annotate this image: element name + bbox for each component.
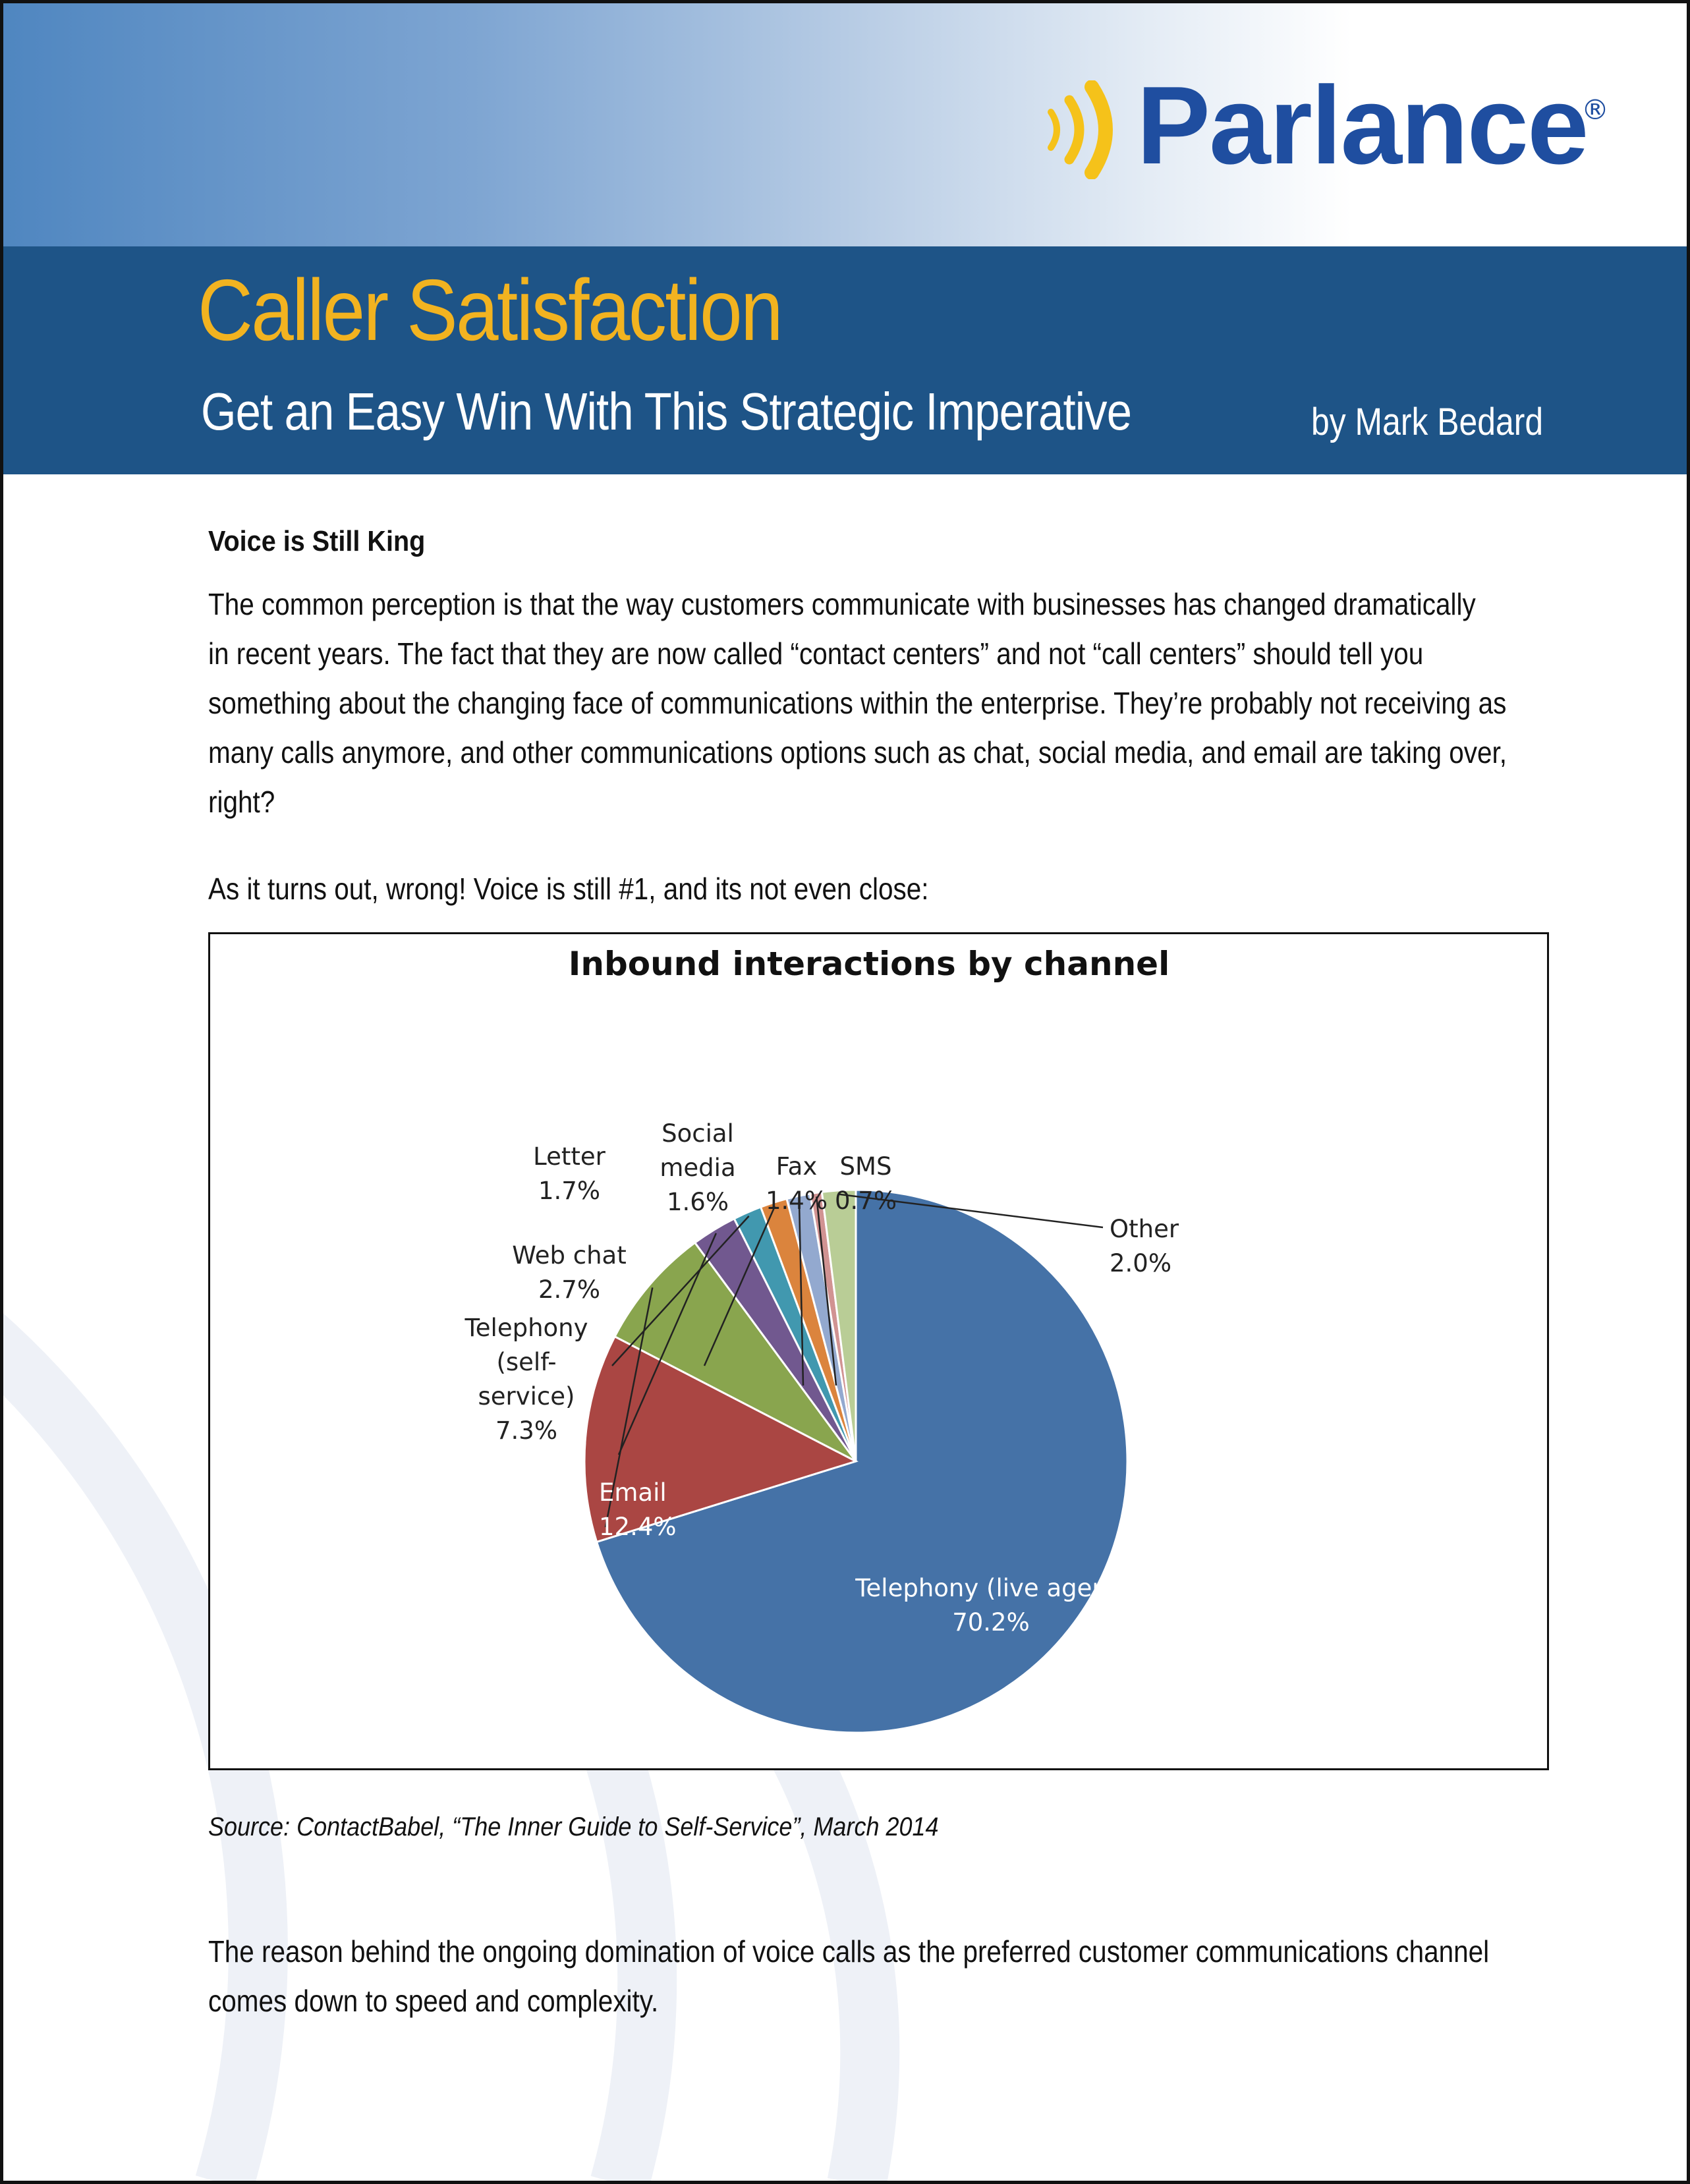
pie-label-sms: SMS 0.7% — [835, 1152, 897, 1215]
pie-label-telephony-live-agent: Telephony (live agent) 70.2% — [855, 1574, 1127, 1637]
pie-chart-svg: Inbound interactions by channel Telephon… — [464, 945, 1179, 1734]
paragraph-3-line: comes down to speed and complexity. — [208, 1984, 659, 2018]
pie-label-social-media: Social media 1.6% — [660, 1119, 735, 1216]
pie-chart: Inbound interactions by channel Telephon… — [208, 932, 1549, 1770]
paragraph-line: right? — [208, 785, 275, 819]
sound-waves-icon — [1048, 80, 1113, 179]
header-gradient-band — [0, 0, 1690, 246]
parlance-logo: Parlance ® — [1038, 70, 1631, 186]
pie-label-telephony-self-service: Telephony (self-service) 7.3% — [464, 1314, 588, 1445]
pie-leader-line — [604, 1287, 654, 1528]
pie-leader-line — [839, 1193, 1104, 1229]
pie-slice-other — [820, 1189, 857, 1462]
pie-slice-email — [583, 1335, 859, 1544]
paragraph-line: something about the changing face of com… — [208, 686, 1507, 720]
paragraph-line: The common perception is that the way cu… — [208, 587, 1476, 621]
chart-title: Inbound interactions by channel — [569, 945, 1169, 983]
section-heading: Voice is Still King — [208, 525, 426, 557]
pie-leader-line — [611, 1216, 750, 1366]
page-title: Caller Satisfaction — [198, 262, 783, 358]
chart-source-citation: Source: ContactBabel, “The Inner Guide t… — [208, 1812, 939, 1841]
paragraph-3-line: The reason behind the ongoing domination… — [208, 1934, 1490, 1969]
pie-leader-line — [798, 1200, 804, 1386]
pie-leader-line — [816, 1196, 837, 1386]
section-heading-wrap: Voice is Still King — [208, 527, 1559, 556]
page-subtitle: Get an Easy Win With This Strategic Impe… — [201, 382, 1132, 441]
pie-leader-line — [703, 1206, 776, 1366]
pie-label-other: Other 2.0% — [1110, 1215, 1179, 1277]
title-band — [0, 246, 1690, 474]
pie-slice-telephony-live-agent — [595, 1189, 1129, 1734]
pie-label-email: Email 12.4% — [599, 1478, 677, 1541]
pie-label-letter: Letter 1.7% — [533, 1142, 606, 1205]
registered-mark: ® — [1581, 94, 1609, 126]
pie-label-web-chat: Web chat 2.7% — [512, 1241, 626, 1304]
paragraph-2: As it turns out, wrong! Voice is still #… — [208, 872, 929, 906]
paragraph-line: many calls anymore, and other communicat… — [208, 735, 1507, 770]
pie-label-fax: Fax 1.4% — [766, 1152, 828, 1215]
paragraph-line: in recent years. The fact that they are … — [208, 636, 1424, 671]
author-byline: by Mark Bedard — [1311, 401, 1544, 443]
logo-text: Parlance — [1137, 63, 1589, 187]
